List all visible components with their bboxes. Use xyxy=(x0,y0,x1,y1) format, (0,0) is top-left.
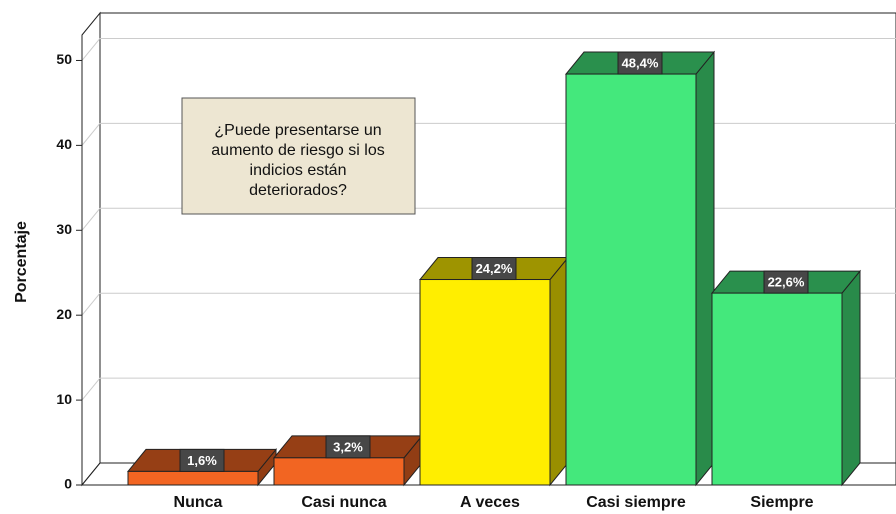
bar-side xyxy=(841,269,861,487)
y-tick-label: 20 xyxy=(56,306,72,322)
value-label-box xyxy=(471,257,517,281)
value-label: 24,2% xyxy=(476,261,513,276)
bar xyxy=(564,50,716,487)
grid-line xyxy=(81,38,101,61)
y-tick-label: 0 xyxy=(64,476,72,492)
grid-line xyxy=(81,123,101,146)
grid-line xyxy=(81,207,101,231)
bar xyxy=(418,256,570,487)
bar-front xyxy=(565,73,697,486)
bar-side xyxy=(695,50,715,487)
y-axis-label: Porcentaje xyxy=(13,221,30,303)
x-tick-label: Siempre xyxy=(750,494,813,511)
bar-front xyxy=(419,279,551,486)
annotation-text: aumento de riesgo si los xyxy=(211,142,384,159)
bar-side xyxy=(549,256,569,487)
left-wall xyxy=(81,11,101,487)
annotation-text: ¿Puede presentarse un xyxy=(214,122,381,139)
value-label: 22,6% xyxy=(768,275,805,290)
grid-line xyxy=(81,292,101,316)
value-label-box xyxy=(325,435,371,459)
annotation-text: deteriorados? xyxy=(249,182,347,199)
value-label: 3,2% xyxy=(333,439,363,454)
x-tick-label: Casi nunca xyxy=(301,494,386,511)
bar-front xyxy=(273,457,405,486)
y-tick-label: 50 xyxy=(56,51,72,67)
value-label-box xyxy=(179,448,225,472)
y-tick-label: 30 xyxy=(56,221,72,237)
value-label-box xyxy=(617,51,663,75)
bar-front xyxy=(127,470,259,486)
value-label-box xyxy=(763,270,809,294)
annotation-text: indicios están xyxy=(250,162,347,179)
grid-line xyxy=(81,377,101,401)
y-tick-label: 10 xyxy=(56,391,72,407)
bar-front xyxy=(711,292,843,486)
x-tick-label: Casi siempre xyxy=(586,494,686,511)
x-tick-label: A veces xyxy=(460,494,520,511)
value-label: 48,4% xyxy=(622,55,659,70)
x-tick-label: Nunca xyxy=(174,494,223,511)
bar xyxy=(710,269,862,487)
annotation-box xyxy=(181,97,416,215)
y-tick-label: 40 xyxy=(56,136,72,152)
value-label: 1,6% xyxy=(187,453,217,468)
